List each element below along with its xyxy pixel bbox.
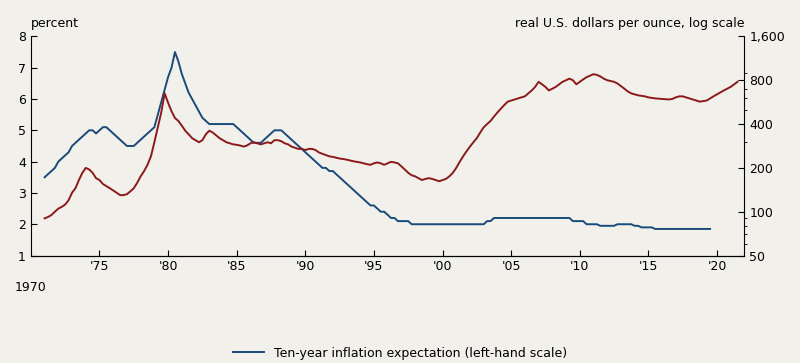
Real price of gold (right-hand scale) — [589, 72, 598, 76]
Real price of gold (right-hand scale) — [733, 79, 742, 84]
Ten-year inflation expectation (left-hand scale) — [706, 227, 715, 231]
Text: 1970: 1970 — [15, 281, 46, 294]
Ten-year inflation expectation (left-hand scale) — [393, 219, 402, 223]
Real price of gold (right-hand scale) — [40, 216, 50, 221]
Ten-year inflation expectation (left-hand scale) — [613, 222, 622, 227]
Line: Real price of gold (right-hand scale): Real price of gold (right-hand scale) — [45, 74, 738, 219]
Real price of gold (right-hand scale) — [472, 136, 482, 140]
Ten-year inflation expectation (left-hand scale) — [40, 175, 50, 179]
Line: Ten-year inflation expectation (left-hand scale): Ten-year inflation expectation (left-han… — [45, 52, 710, 229]
Text: percent: percent — [31, 17, 79, 30]
Real price of gold (right-hand scale) — [122, 192, 132, 196]
Legend: Ten-year inflation expectation (left-hand scale), Real price of gold (right-hand: Ten-year inflation expectation (left-han… — [226, 341, 574, 363]
Ten-year inflation expectation (left-hand scale) — [78, 134, 87, 139]
Ten-year inflation expectation (left-hand scale) — [222, 122, 231, 126]
Real price of gold (right-hand scale) — [78, 171, 87, 175]
Ten-year inflation expectation (left-hand scale) — [637, 225, 646, 229]
Real price of gold (right-hand scale) — [568, 78, 578, 82]
Real price of gold (right-hand scale) — [67, 191, 77, 195]
Real price of gold (right-hand scale) — [229, 142, 238, 147]
Ten-year inflation expectation (left-hand scale) — [568, 219, 578, 223]
Text: real U.S. dollars per ounce, log scale: real U.S. dollars per ounce, log scale — [515, 17, 744, 30]
Ten-year inflation expectation (left-hand scale) — [650, 227, 660, 231]
Ten-year inflation expectation (left-hand scale) — [170, 50, 180, 54]
